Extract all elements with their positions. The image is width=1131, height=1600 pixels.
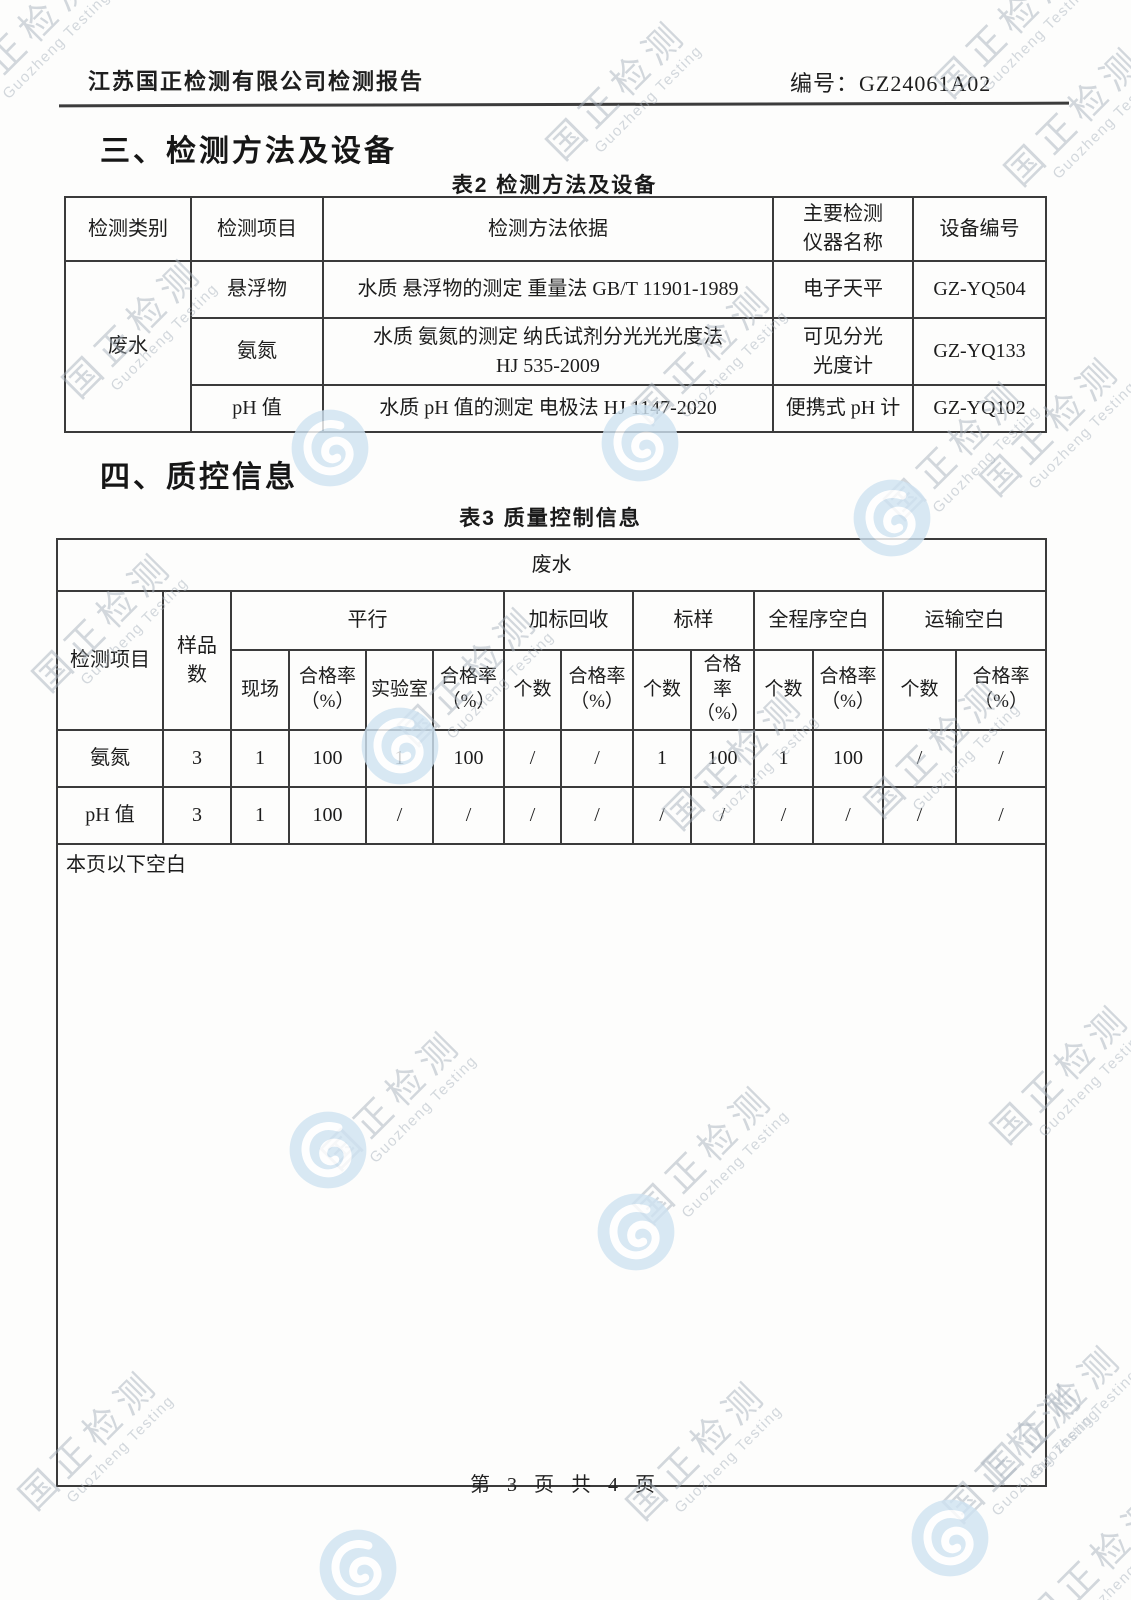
table-cell: GZ-YQ102 (912, 384, 1047, 433)
table-cell: 可见分光 光度计 (772, 317, 914, 386)
group-header: 标样 (632, 590, 755, 651)
table-cell: 便携式 pH 计 (772, 384, 914, 433)
table-cell: / (882, 729, 957, 789)
report-number-label: 编号： (790, 71, 860, 96)
table-cell: 水质 氨氮的测定 纳氏试剂分光光光度法 HJ 535-2009 (322, 317, 774, 386)
column-header: 样品数 (162, 589, 232, 732)
sub-header: 合格率 （%） (954, 648, 1048, 732)
sub-header: 现场 (230, 648, 290, 732)
table-cell: / (503, 786, 562, 846)
table-cell: / (560, 729, 634, 789)
table-cell: / (503, 729, 562, 789)
sub-header: 个数 (632, 648, 692, 732)
table-row: 氨氮 3 1 100 1 100 / / 1 100 1 100 / / (56, 729, 1048, 789)
table-cell: GZ-YQ504 (912, 260, 1047, 319)
sub-header: 合格率 （%） (812, 648, 884, 732)
table-cell: / (560, 786, 634, 846)
table-cell: 水质 pH 值的测定 电极法 HJ 1147-2020 (322, 384, 774, 433)
report-header-title: 江苏国正检测有限公司检测报告 (88, 69, 425, 94)
sub-header: 个数 (753, 648, 814, 732)
methods-table: 检测类别 检测项目 检测方法依据 主要检测 仪器名称 设备编号 废水 悬浮物 水… (64, 196, 1047, 433)
column-header: 检测项目 (56, 589, 164, 732)
section-heading-methods: 三、检测方法及设备 (100, 135, 397, 168)
guozheng-logo-icon (319, 1529, 397, 1600)
group-header: 平行 (230, 590, 505, 651)
table-cell: 100 (432, 729, 505, 789)
group-header: 运输空白 (881, 590, 1048, 651)
section-heading-qc: 四、质控信息 (100, 461, 298, 494)
sample-type-cell: 废水 (55, 538, 1048, 592)
table-cell: 1 (632, 729, 692, 789)
sub-header: 实验室 (365, 648, 434, 732)
table-cell: / (753, 786, 814, 846)
sub-header: 合格率 （%） (288, 648, 367, 732)
guozheng-logo-icon (911, 1499, 989, 1577)
table-cell: / (632, 786, 692, 846)
table-cell: / (954, 729, 1048, 789)
table-cell: 1 (230, 786, 290, 846)
report-number: 编号：GZ24061A02 (790, 66, 991, 98)
table-cell: GZ-YQ133 (912, 317, 1047, 386)
table-cell: / (812, 786, 884, 846)
column-header: 检测方法依据 (322, 196, 774, 262)
table2-caption: 表2 检测方法及设备 (451, 174, 658, 197)
sub-header: 合格率 （%） (690, 648, 755, 732)
table-cell: 氨氮 (190, 317, 324, 386)
sub-header: 合格率 （%） (560, 648, 634, 732)
table-cell: 电子天平 (772, 260, 914, 319)
group-header: 全程序空白 (753, 590, 884, 651)
table-cell: 100 (812, 729, 884, 789)
table-cell: / (954, 786, 1048, 846)
table-cell: 100 (288, 729, 367, 789)
table-cell: 100 (288, 786, 367, 846)
report-number-value: GZ24061A02 (859, 71, 992, 96)
qc-table: 废水 检测项目 样品数 平行 加标回收 标样 全程序空白 运输空白 现场 合格率… (55, 538, 1048, 1488)
column-header: 检测类别 (64, 196, 192, 262)
sub-header: 个数 (882, 648, 957, 732)
table-cell: 1 (365, 729, 434, 789)
table-cell: pH 值 (56, 786, 164, 846)
table-cell: 水质 悬浮物的测定 重量法 GB/T 11901-1989 (322, 260, 774, 319)
sub-header: 个数 (503, 648, 562, 732)
category-cell: 废水 (64, 260, 192, 433)
table3-caption: 表3 质量控制信息 (459, 507, 642, 530)
header-divider (58, 101, 1070, 107)
table-cell: / (690, 786, 755, 846)
group-header: 加标回收 (503, 590, 634, 651)
table-cell: 100 (690, 729, 755, 789)
table-cell: 1 (230, 729, 290, 789)
page-number: 第 3 页 共 4 页 (470, 1474, 661, 1496)
blank-remainder-note: 本页以下空白 (55, 843, 1048, 1488)
table-cell: / (365, 786, 434, 846)
table-cell: / (882, 786, 957, 846)
table-cell: pH 值 (190, 384, 324, 433)
table-cell: 3 (162, 729, 232, 789)
table-cell: 1 (753, 729, 814, 789)
column-header: 主要检测 仪器名称 (772, 196, 914, 262)
table-cell: / (432, 786, 505, 846)
table-cell: 3 (162, 786, 232, 846)
table-cell: 悬浮物 (190, 260, 324, 319)
sub-header: 合格率 （%） (432, 648, 505, 732)
table-row: pH 值 3 1 100 / / / / / / / / / / (56, 786, 1048, 846)
table-cell: 氨氮 (56, 729, 164, 789)
column-header: 检测项目 (190, 196, 324, 262)
column-header: 设备编号 (912, 196, 1047, 262)
